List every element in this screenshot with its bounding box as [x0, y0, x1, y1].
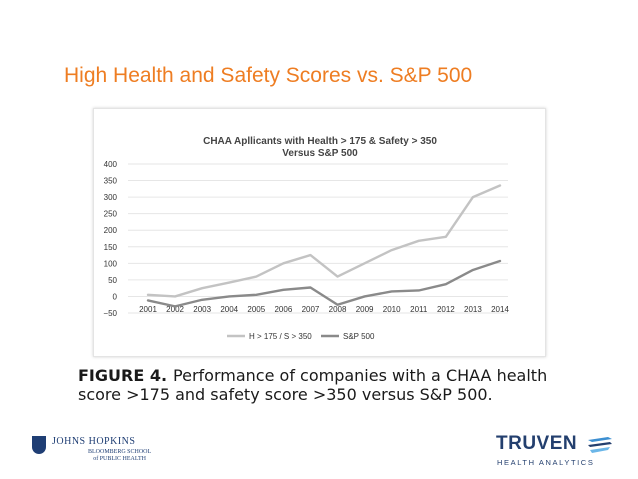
y-tick-label: 400	[104, 160, 118, 169]
legend-label: H > 175 / S > 350	[249, 332, 312, 341]
x-tick-label: 2009	[356, 305, 374, 314]
chart-title-block: CHAA Apllicants with Health > 175 & Safe…	[90, 136, 550, 160]
x-tick-label: 2003	[193, 305, 211, 314]
x-tick-label: 2002	[166, 305, 184, 314]
figure-caption-text: Performance of companies with a CHAA hea…	[78, 366, 548, 404]
jhu-logo: JOHNS HOPKINS BLOOMBERG SCHOOL of PUBLIC…	[32, 436, 162, 472]
y-tick-label: 250	[104, 210, 118, 219]
series-lines	[146, 184, 502, 308]
x-tick-label: 2012	[437, 305, 455, 314]
truven-logo: TRUVEN HEALTH ANALYTICS	[496, 433, 614, 473]
y-tick-label: 300	[104, 193, 118, 202]
chart-panel	[93, 108, 546, 357]
x-tick-label: 2007	[302, 305, 320, 314]
x-tick-label: 2006	[274, 305, 292, 314]
chart-subtitle: Versus S&P 500	[282, 148, 358, 159]
jhu-shield-icon	[32, 436, 46, 454]
x-tick-label: 2011	[410, 305, 428, 314]
x-tick-label: 2005	[247, 305, 265, 314]
jhu-name: JOHNS HOPKINS	[52, 436, 136, 447]
x-tick-label: 2010	[383, 305, 401, 314]
y-tick-label: −50	[103, 309, 117, 318]
slide-title: High Health and Safety Scores vs. S&P 50…	[64, 64, 473, 87]
gridlines	[128, 163, 508, 314]
y-tick-label: 200	[104, 226, 118, 235]
series-line-chaa	[146, 184, 502, 298]
y-tick-label: 0	[113, 292, 118, 301]
x-tick-label: 2013	[464, 305, 482, 314]
jhu-school: BLOOMBERG SCHOOL of PUBLIC HEALTH	[88, 449, 151, 463]
figure-label: FIGURE 4.	[78, 366, 168, 385]
truven-tagline: HEALTH ANALYTICS	[497, 458, 595, 467]
x-tick-label: 2001	[139, 305, 157, 314]
truven-mark-icon	[588, 437, 612, 453]
series-line-sp500	[146, 259, 502, 308]
y-tick-label: 50	[108, 276, 117, 285]
x-tick-label: 2004	[220, 305, 238, 314]
legend: H > 175 / S > 350 S&P 500	[227, 332, 375, 341]
truven-name: TRUVEN	[496, 433, 578, 454]
y-tick-label: 150	[104, 243, 118, 252]
x-tick-labels: 2001 2002 2003 2004 2005 2006 2007 2008 2009 2010…	[139, 305, 509, 314]
x-tick-label: 2008	[329, 305, 347, 314]
chart-title: CHAA Apllicants with Health > 175 & Safe…	[203, 136, 437, 147]
legend-label: S&P 500	[343, 332, 375, 341]
jhu-school-line1: BLOOMBERG SCHOOL	[88, 449, 152, 455]
y-tick-label: 100	[104, 259, 118, 268]
figure-caption: FIGURE 4. Performance of companies with a…	[78, 366, 578, 404]
jhu-school-line2: of PUBLIC HEALTH	[93, 456, 146, 462]
y-tick-labels: 400 350 300 250 200 150 100 50 0 −50	[103, 160, 117, 318]
x-tick-label: 2014	[491, 305, 509, 314]
y-tick-label: 350	[104, 177, 118, 186]
